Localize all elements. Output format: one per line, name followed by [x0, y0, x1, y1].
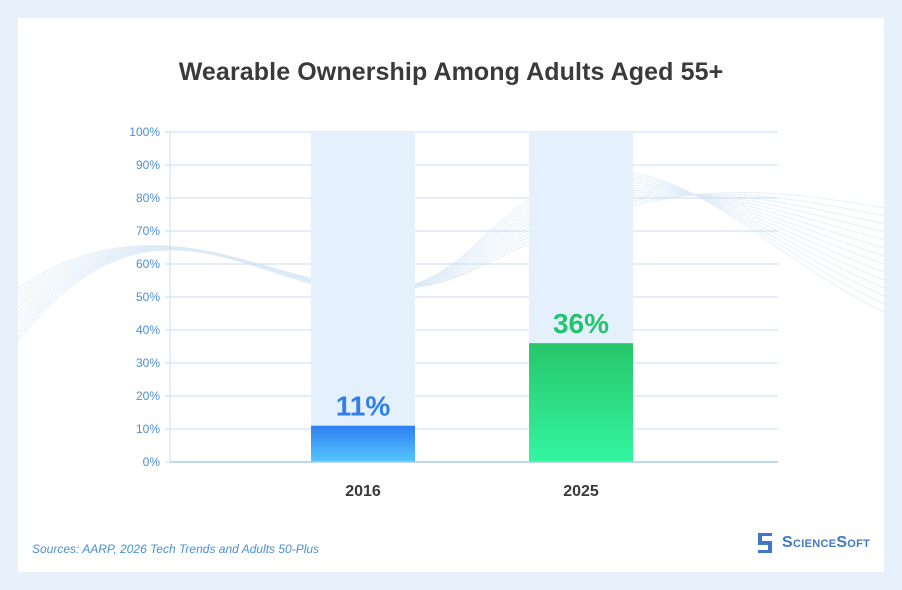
y-tick-label: 70% [136, 224, 160, 238]
data-label-2016: 11% [336, 391, 391, 422]
logo-text: ScienceSoft [782, 534, 871, 551]
y-tick-label: 100% [129, 125, 160, 139]
y-tick-label: 0% [143, 455, 161, 469]
sciencesoft-logo: ScienceSoft [756, 532, 870, 554]
y-tick-label: 50% [136, 290, 160, 304]
chart-card: Wearable Ownership Among Adults Aged 55+… [18, 18, 884, 572]
logo-icon [758, 533, 772, 553]
x-tick-label: 2025 [563, 483, 599, 500]
data-label-2025: 36% [553, 308, 609, 339]
y-tick-label: 10% [136, 422, 160, 436]
bar-2016 [311, 425, 415, 462]
y-tick-label: 30% [136, 356, 160, 370]
y-tick-label: 90% [136, 158, 160, 172]
bar-2025 [529, 343, 633, 462]
x-tick-label: 2016 [345, 483, 381, 500]
wave-line [18, 171, 884, 341]
source-note: Sources: AARP, 2026 Tech Trends and Adul… [32, 542, 320, 556]
y-tick-label: 60% [136, 257, 160, 271]
y-tick-label: 40% [136, 323, 160, 337]
bar-chart: 0% 10% 20% 30% 40% 50% 60% 70% 80% 90% 100% 11% 2016… [129, 125, 778, 500]
chart-title: Wearable Ownership Among Adults Aged 55+ [178, 58, 724, 86]
y-tick-label: 20% [136, 389, 160, 403]
y-tick-label: 80% [136, 191, 160, 205]
bar-track [311, 132, 415, 462]
